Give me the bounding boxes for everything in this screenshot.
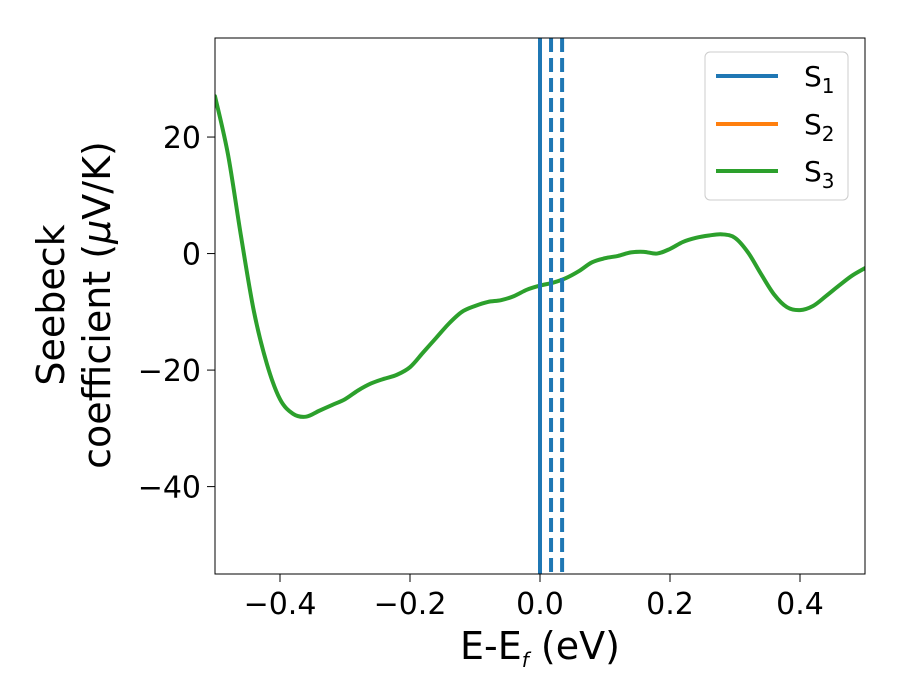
legend-label-s3: S3 — [804, 155, 835, 193]
y-axis: −40 −20 0 20 — [138, 121, 215, 506]
x-tick-label: −0.2 — [374, 587, 447, 622]
x-tick-label: −0.4 — [244, 587, 317, 622]
legend: S1 S2 S3 — [704, 51, 849, 201]
x-axis-label: E-Ef (eV) — [460, 624, 620, 672]
x-axis: −0.4 −0.2 0.0 0.2 0.4 — [244, 574, 824, 622]
x-tick-label: 0.0 — [516, 587, 564, 622]
y-tick-label: 20 — [163, 121, 201, 156]
y-tick-label: −40 — [138, 471, 201, 506]
y-axis-label: Seebeck coefficient (μV/K) — [29, 141, 119, 469]
legend-label-s2: S2 — [804, 108, 835, 146]
y-tick-label: −20 — [138, 354, 201, 389]
x-tick-label: 0.4 — [776, 587, 824, 622]
legend-label-s1: S1 — [804, 60, 835, 98]
y-axis-label-line2: coefficient (μV/K) — [75, 141, 119, 469]
x-tick-label: 0.2 — [646, 587, 694, 622]
y-axis-label-line1: Seebeck — [29, 224, 73, 385]
y-tick-label: 0 — [182, 238, 201, 273]
